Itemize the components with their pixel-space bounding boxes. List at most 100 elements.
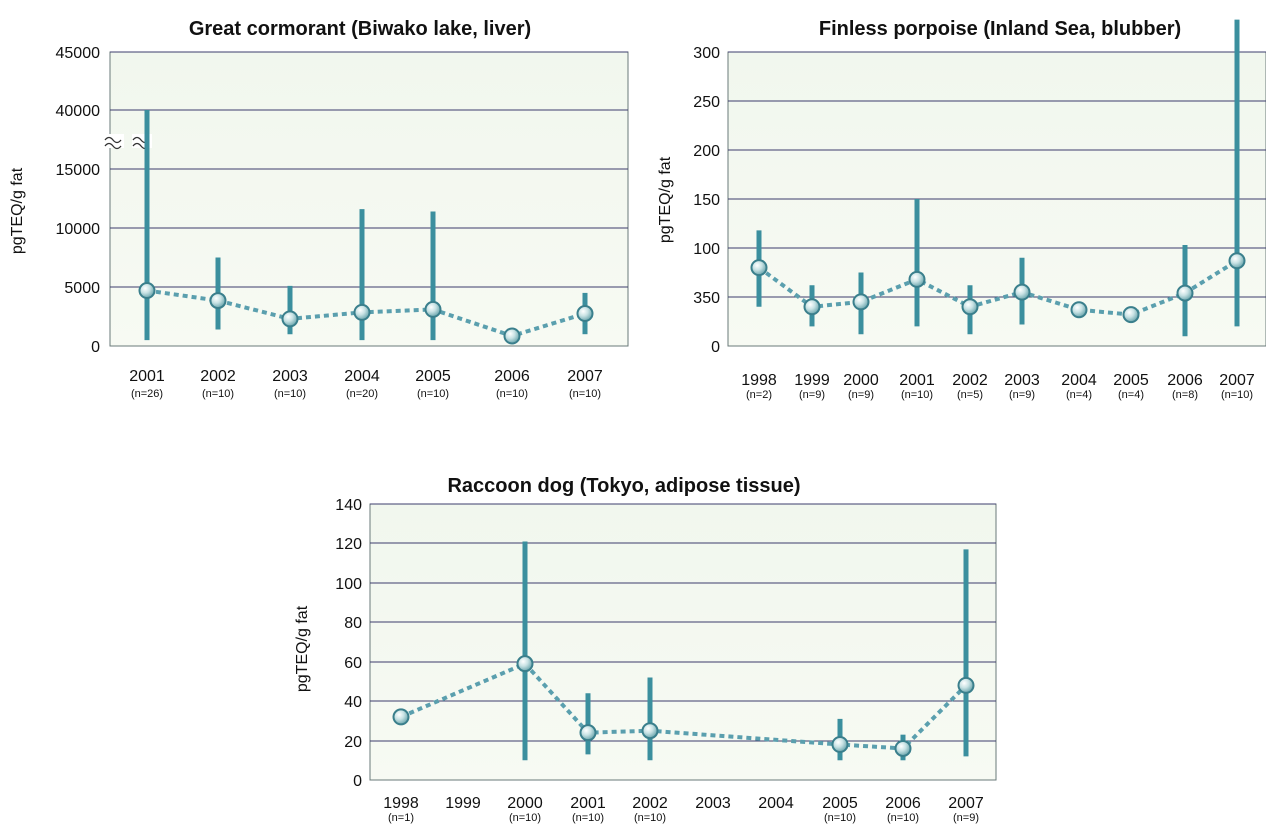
data-point [579, 724, 597, 742]
break-squiggle [104, 136, 122, 144]
y-tick-label: 350 [693, 290, 720, 307]
x-tick-label: 2003 [1004, 372, 1040, 389]
chart-title: Great cormorant (Biwako lake, liver) [189, 18, 531, 40]
y-tick-label: 45000 [56, 45, 101, 62]
y-tick-label: 15000 [56, 162, 101, 179]
sample-size-label: (n=9) [953, 812, 979, 824]
plot-area [109, 51, 629, 347]
median-points [138, 282, 594, 345]
sample-size-label: (n=9) [799, 389, 825, 401]
y-tick-label: 40000 [56, 103, 101, 120]
x-tick-label: 2005 [415, 368, 451, 385]
chart-raccoon-dog: Raccoon dog (Tokyo, adipose tissue) 0 20 4… [294, 475, 997, 824]
x-tick-label: 2001 [899, 372, 935, 389]
x-tick-label: 2005 [822, 795, 858, 812]
x-tick-label: 2006 [494, 368, 530, 385]
y-tick-label: 120 [335, 536, 362, 553]
sample-size-label: (n=10) [274, 388, 306, 400]
data-point [957, 676, 975, 694]
y-tick-label: 100 [335, 576, 362, 593]
x-tick-label: 2006 [885, 795, 921, 812]
x-tick-label: 2001 [129, 368, 165, 385]
data-point [1070, 301, 1088, 319]
data-point [281, 310, 299, 328]
x-tick-label: 1998 [741, 372, 777, 389]
y-tick-label: 0 [91, 339, 100, 356]
data-point [831, 736, 849, 754]
y-tick-label: 140 [335, 497, 362, 514]
y-axis-label: pgTEQ/g fat [9, 167, 26, 254]
median-line [757, 259, 1239, 317]
chart-great-cormorant: Great cormorant (Biwako lake, liver) 0 50… [9, 18, 629, 400]
sample-size-label: (n=26) [131, 388, 163, 400]
y-tick-label: 300 [693, 45, 720, 62]
x-tick-label: 2007 [567, 368, 603, 385]
y-axis-ticks: 0 350 100 150 200 250 300 [693, 45, 720, 356]
sample-size-label: (n=10) [634, 812, 666, 824]
data-point [516, 655, 534, 673]
sample-size-label: (n=1) [388, 812, 414, 824]
data-point [392, 708, 410, 726]
y-axis-ticks: 0 20 40 60 80 100 120 140 [335, 497, 362, 790]
sample-size-label: (n=10) [417, 388, 449, 400]
y-tick-label: 20 [344, 734, 362, 751]
x-tick-label: 1999 [445, 795, 481, 812]
sample-size-label: (n=5) [957, 389, 983, 401]
break-squiggle [104, 142, 122, 150]
data-point [503, 327, 521, 345]
sample-size-label: (n=10) [496, 388, 528, 400]
x-tick-label: 2000 [507, 795, 543, 812]
y-tick-label: 60 [344, 655, 362, 672]
y-tick-label: 0 [711, 339, 720, 356]
sample-size-label: (n=9) [1009, 389, 1035, 401]
y-tick-label: 40 [344, 694, 362, 711]
x-tick-label: 2007 [948, 795, 984, 812]
data-point [353, 303, 371, 321]
y-tick-label: 100 [693, 241, 720, 258]
x-axis-ticks: 1998(n=2)1999(n=9)2000(n=9)2001(n=10)200… [741, 372, 1255, 401]
sample-size-label: (n=10) [1221, 389, 1253, 401]
data-point [1122, 306, 1140, 324]
data-point [1228, 252, 1246, 270]
y-axis-label: pgTEQ/g fat [294, 605, 311, 692]
x-tick-label: 2004 [758, 795, 794, 812]
data-point [803, 298, 821, 316]
sample-size-label: (n=10) [887, 812, 919, 824]
gridlines [728, 51, 1266, 298]
y-tick-label: 5000 [64, 280, 100, 297]
x-tick-label: 2002 [200, 368, 236, 385]
x-axis-ticks: 2001 (n=26) 2002 (n=10) 2003 (n=10) 2004 (n=20)… [129, 368, 603, 400]
y-tick-label: 250 [693, 94, 720, 111]
x-axis-ticks: 1998(n=1)1999 2000(n=10)2001(n=10)2002(n=… [383, 795, 984, 824]
sample-size-label: (n=10) [824, 812, 856, 824]
y-tick-label: 0 [353, 773, 362, 790]
x-tick-label: 2000 [843, 372, 879, 389]
data-point [908, 270, 926, 288]
data-point [1013, 283, 1031, 301]
data-point [641, 722, 659, 740]
data-point [961, 298, 979, 316]
sample-size-label: (n=10) [202, 388, 234, 400]
data-point [1176, 284, 1194, 302]
x-tick-label: 2005 [1113, 372, 1149, 389]
gridlines [110, 51, 628, 288]
data-point [894, 739, 912, 757]
x-tick-label: 2002 [632, 795, 668, 812]
sample-size-label: (n=4) [1118, 389, 1144, 401]
x-tick-label: 2004 [344, 368, 380, 385]
sample-size-label: (n=8) [1172, 389, 1198, 401]
sample-size-label: (n=2) [746, 389, 772, 401]
sample-size-label: (n=10) [572, 812, 604, 824]
y-axis-ticks: 0 5000 10000 15000 40000 45000 [56, 45, 101, 356]
x-tick-label: 2007 [1219, 372, 1255, 389]
sample-size-label: (n=10) [569, 388, 601, 400]
y-tick-label: 200 [693, 143, 720, 160]
x-tick-label: 2006 [1167, 372, 1203, 389]
x-tick-label: 2003 [272, 368, 308, 385]
data-point [424, 300, 442, 318]
sample-size-label: (n=4) [1066, 389, 1092, 401]
median-points [392, 655, 975, 757]
data-point [209, 292, 227, 310]
x-tick-label: 1999 [794, 372, 830, 389]
